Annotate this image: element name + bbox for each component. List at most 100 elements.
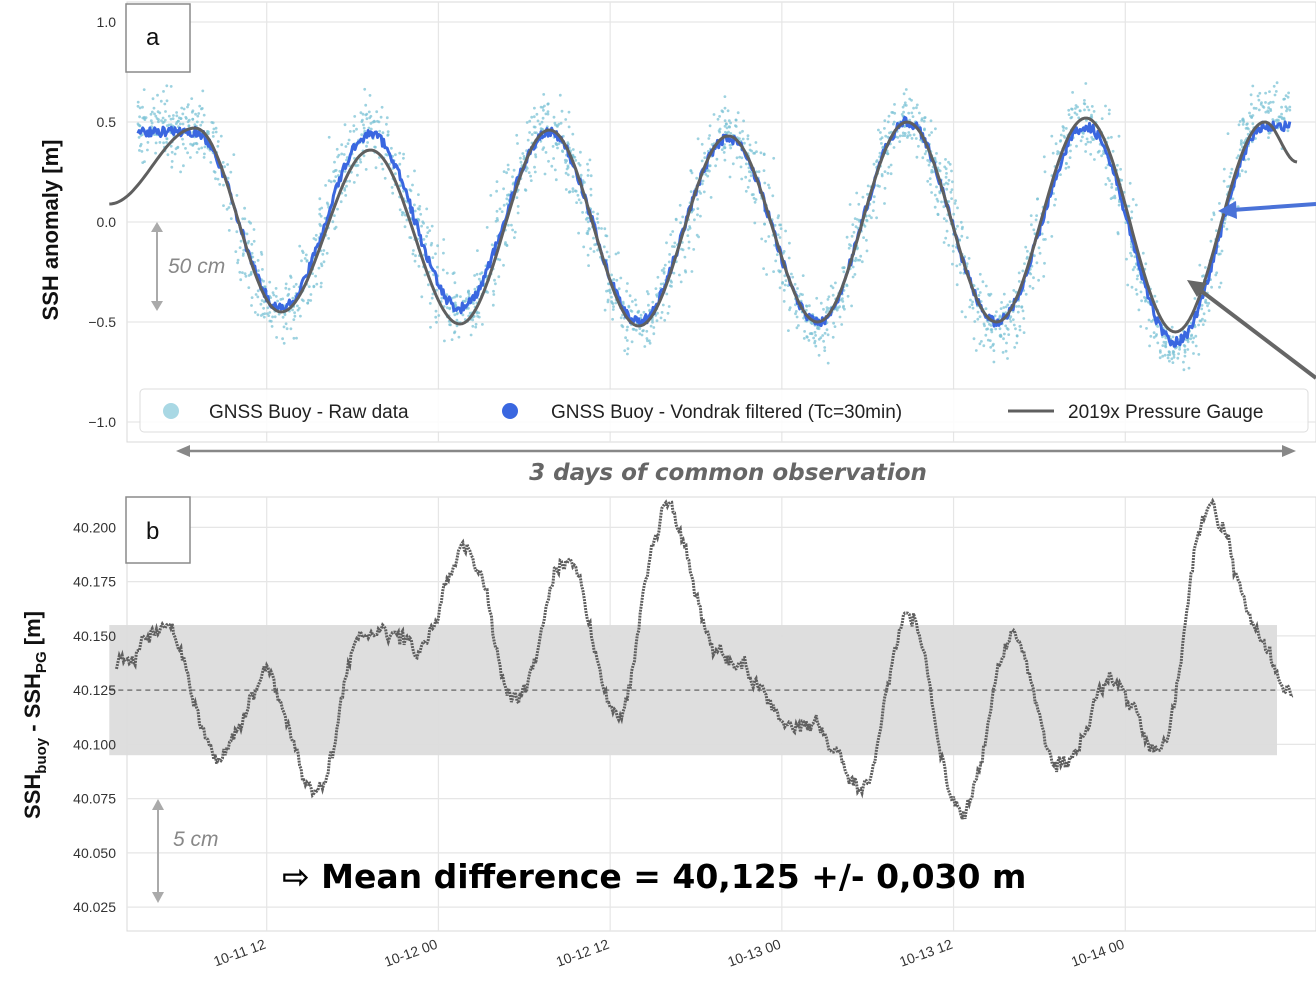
raw-point (640, 333, 644, 337)
raw-point (772, 270, 775, 273)
raw-point (1059, 139, 1063, 142)
raw-point (1085, 119, 1088, 122)
raw-point (209, 161, 213, 164)
raw-point (221, 161, 225, 164)
y-axis-label-a: SSH anomaly [m] (38, 140, 63, 321)
raw-point (621, 325, 625, 329)
raw-point (1164, 340, 1168, 344)
pressure-gauge-line (109, 116, 1298, 334)
raw-point (860, 260, 864, 264)
raw-point (918, 111, 921, 115)
raw-point (838, 305, 841, 308)
raw-point (346, 142, 350, 146)
raw-point (1001, 351, 1005, 354)
raw-point (284, 322, 288, 326)
raw-point (270, 325, 274, 328)
raw-point (831, 286, 835, 290)
raw-point (1012, 323, 1016, 327)
raw-point (1104, 104, 1107, 108)
raw-point (727, 130, 730, 134)
raw-point (1284, 105, 1288, 109)
raw-point (736, 111, 740, 115)
raw-point (722, 151, 726, 154)
raw-point (859, 254, 863, 258)
raw-point (923, 152, 927, 156)
raw-point (1277, 115, 1281, 119)
raw-point (1130, 285, 1134, 289)
raw-point (1152, 331, 1156, 334)
raw-point (530, 115, 534, 119)
raw-point (775, 253, 779, 256)
raw-point (1003, 332, 1006, 336)
raw-point (207, 130, 210, 134)
raw-point (1134, 203, 1138, 207)
raw-point (511, 228, 514, 232)
raw-point (503, 242, 507, 246)
raw-point (184, 115, 188, 119)
raw-point (534, 153, 537, 157)
raw-point (892, 122, 895, 126)
raw-point (1240, 169, 1244, 173)
raw-point (495, 209, 499, 213)
raw-point (359, 111, 363, 115)
raw-point (1064, 126, 1068, 130)
raw-point (428, 302, 432, 305)
raw-point (1287, 91, 1290, 95)
xtick-b: 10-14 00 (1069, 936, 1127, 970)
raw-point (950, 197, 953, 201)
raw-point (246, 241, 250, 245)
raw-point (883, 186, 887, 190)
raw-point (442, 238, 446, 241)
raw-point (813, 341, 816, 345)
raw-point (1017, 304, 1021, 308)
raw-point (857, 202, 861, 206)
raw-point (974, 349, 978, 352)
raw-point (1033, 254, 1036, 258)
raw-point (994, 327, 998, 331)
raw-point (716, 117, 720, 121)
raw-point (725, 122, 728, 126)
raw-point (1007, 333, 1011, 336)
raw-point (214, 177, 217, 181)
raw-point (1090, 136, 1094, 139)
xtick-b: 10-12 00 (382, 936, 440, 970)
raw-point (935, 152, 938, 155)
raw-point (406, 175, 410, 178)
raw-point (383, 176, 387, 180)
raw-point (510, 223, 513, 227)
raw-point (546, 102, 550, 106)
raw-point (1201, 323, 1205, 326)
raw-point (352, 129, 356, 133)
raw-point (566, 166, 570, 169)
raw-point (1242, 120, 1245, 124)
raw-point (457, 335, 461, 339)
raw-point (634, 298, 637, 302)
raw-point (634, 303, 638, 307)
raw-point (317, 266, 321, 270)
raw-point (179, 117, 183, 120)
raw-point (596, 248, 599, 252)
raw-point (1076, 105, 1079, 109)
raw-point (1238, 174, 1241, 178)
raw-point (1107, 112, 1111, 116)
raw-point (259, 250, 263, 254)
raw-point (771, 194, 775, 198)
raw-point (687, 240, 691, 244)
raw-point (1002, 337, 1005, 341)
raw-point (338, 169, 342, 173)
raw-point (723, 146, 727, 150)
raw-point (749, 174, 753, 178)
raw-point (1012, 289, 1016, 292)
raw-point (1226, 185, 1229, 189)
raw-point (762, 169, 766, 173)
raw-point (163, 102, 167, 106)
raw-point (1256, 94, 1260, 98)
raw-point (817, 353, 821, 357)
raw-point (887, 114, 891, 118)
raw-point (289, 327, 293, 331)
raw-point (1218, 285, 1221, 289)
raw-point (1054, 142, 1058, 146)
raw-point (155, 117, 159, 120)
raw-point (546, 112, 550, 116)
raw-point (1231, 197, 1235, 201)
